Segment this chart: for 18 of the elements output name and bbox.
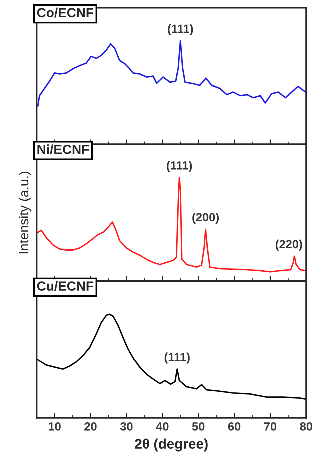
x-tick-label: 30 [120,422,133,431]
x-tick-label: 70 [264,422,277,431]
chart-title: Co/ECNF [37,8,94,18]
x-tick-label: 80 [300,422,313,431]
annotation: (220) [276,240,302,251]
x-tick-label: 20 [84,422,97,431]
y-axis-title: Intensity (a.u.) [18,172,32,254]
x-tick-label: 50 [192,422,205,431]
chart-title: Ni/ECNF [38,144,90,154]
annotation: (111) [168,24,194,36]
annotation: (111) [164,352,190,364]
annotation: (111) [167,161,192,172]
x-tick-label: 60 [228,422,241,431]
annotation: (200) [192,212,219,224]
x-tick-label: 10 [48,422,61,431]
x-axis-title: 2θ (degree) [135,438,208,452]
x-tick-label: 40 [156,422,169,431]
chart-title: Cu/ECNF [37,281,94,292]
